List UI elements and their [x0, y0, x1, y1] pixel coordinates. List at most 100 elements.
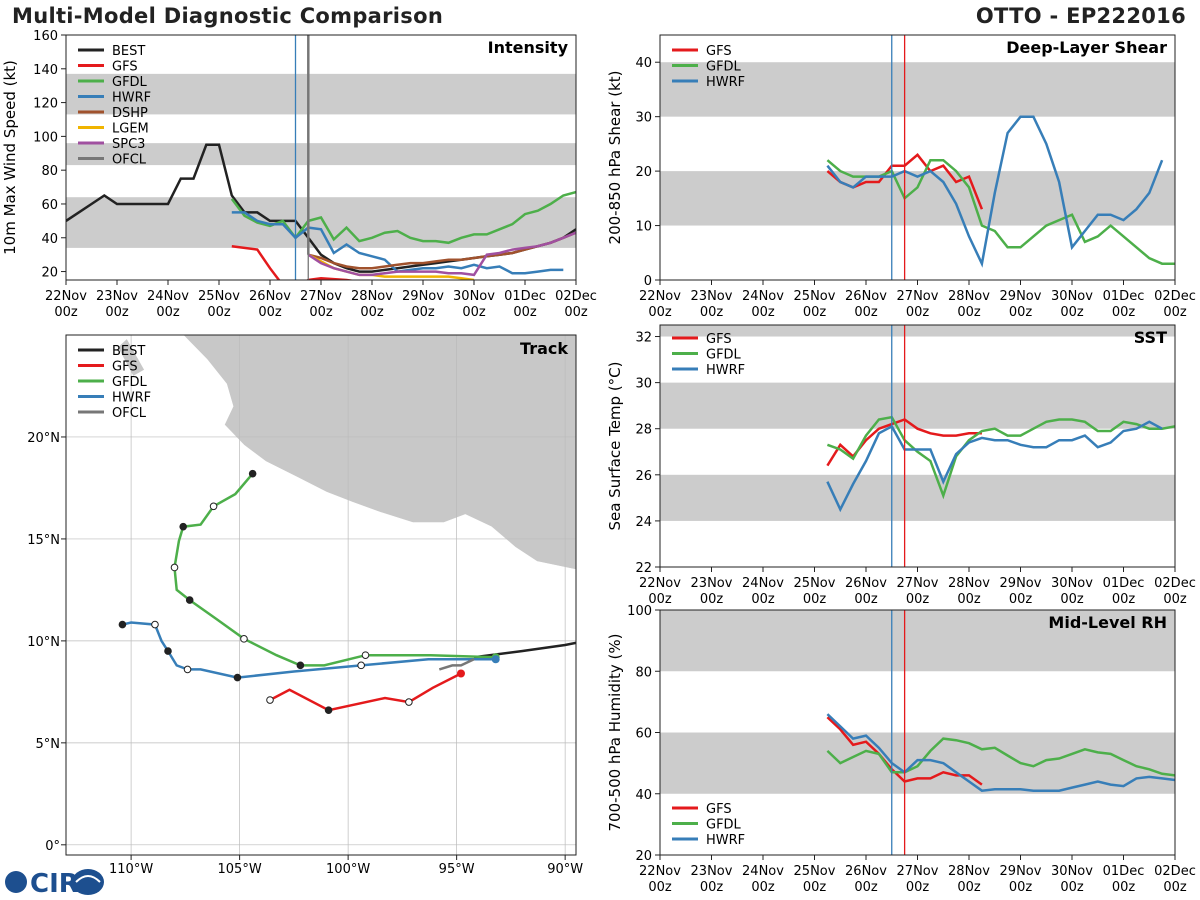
legend-label-gfs: GFS	[112, 360, 138, 375]
x-tick-label: 22Nov	[639, 289, 681, 304]
x-tick-hour: 00z	[1009, 592, 1033, 607]
y-tick-label: 26	[635, 469, 652, 484]
track-point	[324, 706, 333, 715]
x-tick-label: 30Nov	[1051, 864, 1093, 879]
x-tick-hour: 00z	[648, 592, 672, 607]
y-tick-label: 80	[41, 164, 58, 179]
x-tick-label: 29Nov	[1000, 576, 1042, 591]
x-tick-label: 26Nov	[845, 864, 887, 879]
y-tick-label: 20	[635, 165, 652, 180]
y-tick-label: 60	[41, 198, 58, 213]
legend-label-best: BEST	[112, 44, 145, 59]
y-tick-label: 60	[635, 727, 652, 742]
track-point	[164, 647, 172, 655]
track-point	[151, 620, 159, 629]
x-tick-label: 23Nov	[691, 289, 733, 304]
x-tick-hour: 00z	[854, 592, 878, 607]
track-start-point	[491, 655, 500, 664]
rh-panel: 2040608010022Nov00z23Nov00z24Nov00z25Nov…	[606, 604, 1196, 895]
x-tick-hour: 00z	[1163, 592, 1187, 607]
shade-band	[660, 325, 1175, 337]
series-line-spc3	[307, 231, 576, 277]
y-tick-label: 80	[635, 665, 652, 680]
track-point	[266, 696, 274, 704]
x-tick-hour: 00z	[751, 880, 775, 895]
x-tick-label: 110°W	[109, 862, 153, 877]
x-tick-hour: 00z	[1009, 305, 1033, 320]
x-tick-hour: 00z	[258, 305, 282, 320]
y-tick-label: 30	[635, 111, 652, 126]
track-point	[185, 596, 194, 604]
shade-band	[660, 474, 1175, 521]
track-point	[118, 620, 127, 629]
y-tick-label: 100	[33, 130, 58, 145]
x-tick-label: 29Nov	[402, 289, 444, 304]
x-tick-hour: 00z	[803, 305, 827, 320]
x-tick-label: 29Nov	[1000, 289, 1042, 304]
x-tick-label: 25Nov	[794, 289, 836, 304]
x-tick-hour: 00z	[906, 592, 930, 607]
x-tick-hour: 00z	[1163, 305, 1187, 320]
logo-swirl-icon	[72, 869, 104, 895]
x-tick-label: 01Dec	[504, 289, 546, 304]
track-point	[296, 661, 305, 670]
y-tick-label: 22	[635, 561, 652, 576]
y-tick-label: 160	[33, 29, 58, 44]
shade-band	[660, 382, 1175, 429]
x-tick-label: 24Nov	[742, 289, 784, 304]
y-tick-label: 40	[635, 788, 652, 803]
y-axis-label: Sea Surface Temp (°C)	[606, 361, 624, 530]
x-tick-label: 28Nov	[948, 864, 990, 879]
series-line-hwrf	[826, 420, 1163, 513]
track-point	[209, 502, 218, 511]
x-tick-hour: 00z	[513, 305, 537, 320]
track-point	[240, 635, 248, 643]
x-tick-label: 28Nov	[948, 576, 990, 591]
shade-band	[660, 171, 1175, 226]
x-tick-hour: 00z	[207, 305, 231, 320]
y-tick-label: 5°N	[36, 737, 61, 752]
track-point	[183, 665, 192, 674]
x-tick-label: 26Nov	[249, 289, 291, 304]
legend-label-gfdl: GFDL	[112, 75, 148, 90]
x-tick-label: 105°W	[218, 862, 262, 877]
panel-title: Deep-Layer Shear	[1006, 38, 1167, 57]
track-point	[357, 661, 365, 670]
x-tick-hour: 00z	[803, 880, 827, 895]
x-tick-label: 30Nov	[1051, 576, 1093, 591]
x-tick-label: 24Nov	[742, 864, 784, 879]
y-tick-label: 10°N	[27, 635, 60, 650]
x-tick-label: 22Nov	[639, 576, 681, 591]
x-tick-label: 01Dec	[1103, 864, 1145, 879]
legend-label-gfs: GFS	[706, 802, 732, 817]
x-tick-hour: 00z	[54, 305, 78, 320]
shade-band	[66, 197, 576, 248]
x-tick-hour: 00z	[957, 592, 981, 607]
x-tick-label: 27Nov	[897, 576, 939, 591]
x-tick-label: 28Nov	[948, 289, 990, 304]
track-point	[248, 469, 257, 478]
sst-panel: 22242628303222Nov00z23Nov00z24Nov00z25No…	[606, 324, 1196, 607]
legend-label-hwrf: HWRF	[112, 91, 151, 106]
legend-label-dshp: DSHP	[112, 106, 148, 121]
legend-label-hwrf: HWRF	[706, 75, 745, 90]
landmass-mexico	[182, 335, 576, 570]
track-start-point	[456, 669, 465, 678]
legend-label-best: BEST	[112, 344, 145, 359]
shade-band	[66, 73, 576, 115]
track-line-best	[473, 641, 576, 659]
x-tick-label: 26Nov	[845, 289, 887, 304]
logo-wave-icon	[75, 875, 101, 883]
intensity-panel: 2040608010012014016022Nov00z23Nov00z24No…	[1, 29, 597, 320]
shade-band	[660, 610, 1175, 672]
x-tick-label: 26Nov	[845, 576, 887, 591]
legend-label-lgem: LGEM	[112, 122, 149, 137]
x-tick-hour: 00z	[1112, 880, 1136, 895]
legend-label-gfs: GFS	[706, 332, 732, 347]
y-tick-label: 20	[41, 266, 58, 281]
y-tick-label: 32	[635, 331, 652, 346]
x-tick-hour: 00z	[957, 305, 981, 320]
x-tick-label: 02Dec	[1154, 864, 1196, 879]
x-tick-label: 29Nov	[1000, 864, 1042, 879]
x-tick-hour: 00z	[751, 305, 775, 320]
